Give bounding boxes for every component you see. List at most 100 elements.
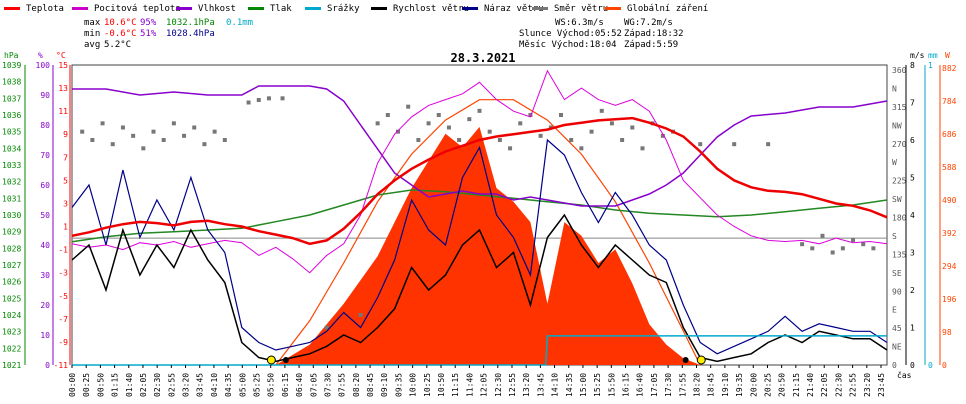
- wind-dir-point: [640, 146, 645, 151]
- wind-dir-point: [820, 233, 825, 238]
- time-tick-label: 10:50: [437, 373, 446, 397]
- wind-dir-point: [851, 238, 856, 242]
- info-sun-rise: Slunce Východ:05:52: [519, 29, 622, 39]
- wind-dir-point: [396, 129, 400, 134]
- rad-tick-label: 784: [942, 97, 957, 106]
- time-tick-label: 02:55: [167, 373, 176, 397]
- temp-tick-label: -7: [58, 315, 68, 324]
- legend-swatch: [305, 7, 321, 10]
- wind-dir-point: [446, 125, 451, 130]
- wind-dir-point: [599, 108, 604, 113]
- rad-tick-label: 196: [942, 295, 957, 304]
- temp-tick-label: 11: [58, 107, 68, 116]
- time-tick-label: 13:45: [536, 373, 545, 397]
- wind-dir-point: [698, 142, 703, 147]
- rad-tick-label: 392: [942, 229, 957, 238]
- legend-swatch: [176, 7, 192, 10]
- stat-label-min: min: [84, 29, 100, 39]
- rad-tick-label: 882: [942, 64, 957, 73]
- time-tick-label: 22:05: [820, 373, 829, 397]
- time-tick-label: 19:35: [735, 373, 744, 397]
- hpa-tick-label: 1026: [2, 278, 21, 287]
- wind-axis-label: m/s: [910, 51, 925, 60]
- wind-dir-point: [508, 146, 513, 151]
- rain-tick-label: 0: [928, 361, 933, 370]
- wind-dir-point: [171, 121, 176, 126]
- hum-tick-label: 100: [36, 61, 51, 70]
- dir-tick-label: E: [892, 306, 897, 315]
- wind-dir-point: [120, 125, 125, 130]
- wind-dir-point: [100, 121, 105, 126]
- time-tick-label: 11:15: [451, 373, 460, 397]
- wind-tick-label: 7: [910, 99, 915, 108]
- hum-tick-label: 20: [40, 301, 50, 310]
- dir-tick-label: W: [892, 158, 897, 167]
- wind-dir-point: [569, 138, 574, 142]
- time-tick-label: 13:20: [522, 373, 531, 397]
- hpa-tick-label: 1027: [2, 261, 21, 270]
- stat-label-max: max: [84, 18, 101, 28]
- wind-dir-point: [222, 138, 227, 142]
- hum-tick-label: 90: [40, 91, 50, 100]
- stat-max-temp: 10.6°C: [104, 18, 137, 28]
- hpa-tick-label: 1024: [2, 311, 21, 320]
- hpa-tick-label: 1030: [2, 211, 21, 220]
- hpa-tick-label: 1032: [2, 178, 21, 187]
- time-tick-label: 14:35: [565, 373, 574, 397]
- wind-dir-point: [192, 125, 197, 130]
- time-tick-label: 09:10: [380, 373, 389, 397]
- dir-tick-label: 45: [892, 324, 902, 333]
- temp-tick-label: 3: [63, 199, 68, 208]
- stat-min-temp: -0.6°C: [104, 29, 137, 39]
- rain-tick-label: 1: [928, 61, 933, 70]
- time-tick-label: 15:00: [579, 373, 588, 397]
- temp-tick-label: -9: [58, 338, 68, 347]
- legend-swatch: [532, 7, 548, 10]
- dir-tick-label: 90: [892, 287, 902, 296]
- time-tick-label: 18:20: [692, 373, 701, 397]
- hum-tick-label: 60: [40, 181, 50, 190]
- temp-tick-label: 15: [58, 61, 68, 70]
- wind-dir-point: [800, 242, 805, 247]
- dir-tick-label: 225: [892, 177, 907, 186]
- wind-dir-point: [202, 142, 207, 147]
- legend-label: Globální záření: [627, 4, 708, 14]
- wind-dir-point: [477, 108, 482, 113]
- wind-tick-label: 1: [910, 324, 915, 333]
- temp-tick-label: -1: [58, 246, 68, 255]
- time-tick-label: 23:45: [877, 373, 886, 397]
- wind-tick-label: 3: [910, 249, 915, 258]
- legend-label: Pocitová teplota: [94, 4, 181, 14]
- wind-dir-point: [630, 125, 635, 130]
- temp-tick-label: -3: [58, 269, 68, 278]
- wind-dir-point: [358, 313, 363, 317]
- temp-tick-label: 9: [63, 130, 68, 139]
- stat-max-hum: 95%: [140, 18, 157, 28]
- time-tick-label: 06:15: [281, 373, 290, 397]
- hpa-tick-label: 1023: [2, 328, 21, 337]
- wind-dir-point: [246, 100, 251, 105]
- wind-dir-point: [131, 133, 136, 138]
- stat-min-hum: 51%: [140, 29, 157, 39]
- dir-tick-label: NE: [892, 343, 902, 352]
- stat-min-press: 1028.4hPa: [166, 29, 215, 39]
- info-moon-set: Západ:5:59: [624, 40, 678, 50]
- time-tick-label: 11:40: [465, 373, 474, 397]
- legend-swatch: [4, 7, 20, 10]
- time-tick-label: 21:40: [806, 373, 815, 397]
- hpa-tick-label: 1036: [2, 111, 21, 120]
- dir-tick-label: SW: [892, 195, 902, 204]
- legend-label: Rychlost větru: [393, 4, 469, 14]
- temperature-line: [71, 116, 888, 246]
- time-tick-label: 15:25: [593, 373, 602, 397]
- time-tick-label: 08:45: [366, 373, 375, 397]
- rad-tick-label: 294: [942, 262, 957, 271]
- wind-dir-point: [436, 113, 441, 117]
- wind-dir-point: [80, 129, 85, 134]
- temp-tick-label: -5: [58, 292, 68, 301]
- wind-dir-point: [457, 138, 462, 142]
- hpa-tick-label: 1039: [2, 61, 21, 70]
- hpa-tick-label: 1035: [2, 128, 21, 137]
- dir-tick-label: 360: [892, 66, 907, 75]
